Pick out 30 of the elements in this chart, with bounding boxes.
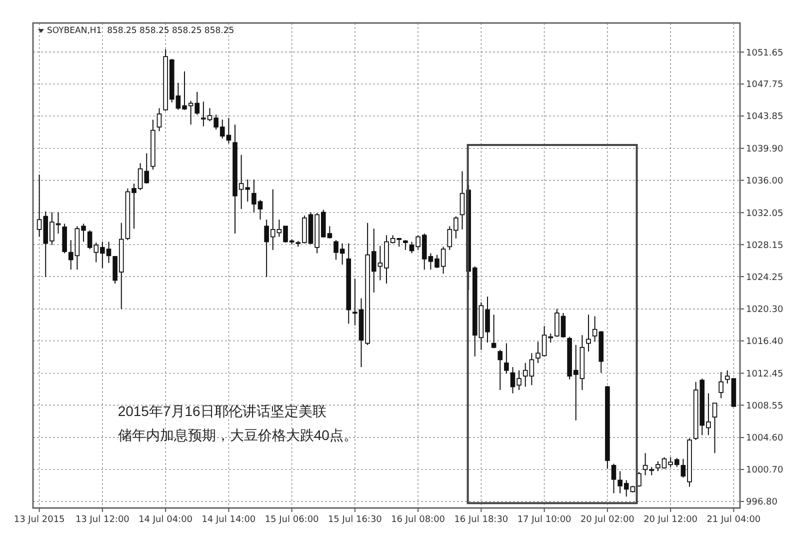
y-tick-label: 1012.45	[746, 369, 784, 380]
y-tick-label: 1016.40	[746, 337, 784, 348]
y-tick-label: 1043.85	[746, 112, 784, 122]
annotation: 2015年7月16日耶伦讲话坚定美联	[118, 402, 326, 419]
annotation: 储年内加息预期，大豆价格大跌40点。	[118, 427, 358, 444]
y-tick-label: 996.80	[746, 498, 778, 508]
x-tick-label: 13 Jul 12:00	[75, 515, 130, 525]
x-tick-label: 20 Jul 12:00	[644, 515, 698, 525]
y-tick-label: 1008.55	[746, 401, 784, 412]
x-tick-label: 14 Jul 04:00	[138, 515, 193, 525]
y-tick-label: 1036.00	[746, 176, 784, 186]
x-tick-label: 13 Jul 2015	[14, 515, 65, 525]
x-tick-label: 14 Jul 14:00	[202, 515, 256, 525]
x-tick-label: 17 Jul 10:00	[517, 515, 572, 525]
y-tick-label: 1051.65	[746, 48, 784, 58]
y-tick-label: 1028.15	[746, 240, 784, 251]
y-tick-label: 1039.90	[746, 144, 784, 155]
x-tick-label: 15 Jul 06:00	[264, 515, 320, 525]
x-tick-label: 16 Jul 18:30	[454, 515, 508, 525]
chart-title: SOYBEAN,H1 858.25 858.25 858.25 858.25	[47, 26, 234, 36]
y-tick-label: 1047.75	[746, 80, 784, 90]
x-tick-label: 20 Jul 02:00	[580, 515, 635, 525]
y-tick-label: 1024.25	[746, 272, 784, 283]
y-tick-label: 1000.70	[746, 466, 784, 476]
y-tick-label: 1032.05	[746, 208, 784, 219]
x-tick-label: 15 Jul 16:30	[328, 515, 382, 525]
y-tick-label: 1004.60	[746, 434, 784, 444]
x-tick-label: 21 Jul 04:00	[706, 515, 761, 525]
x-tick-label: 16 Jul 08:00	[391, 515, 446, 525]
y-tick-label: 1020.30	[746, 305, 784, 316]
